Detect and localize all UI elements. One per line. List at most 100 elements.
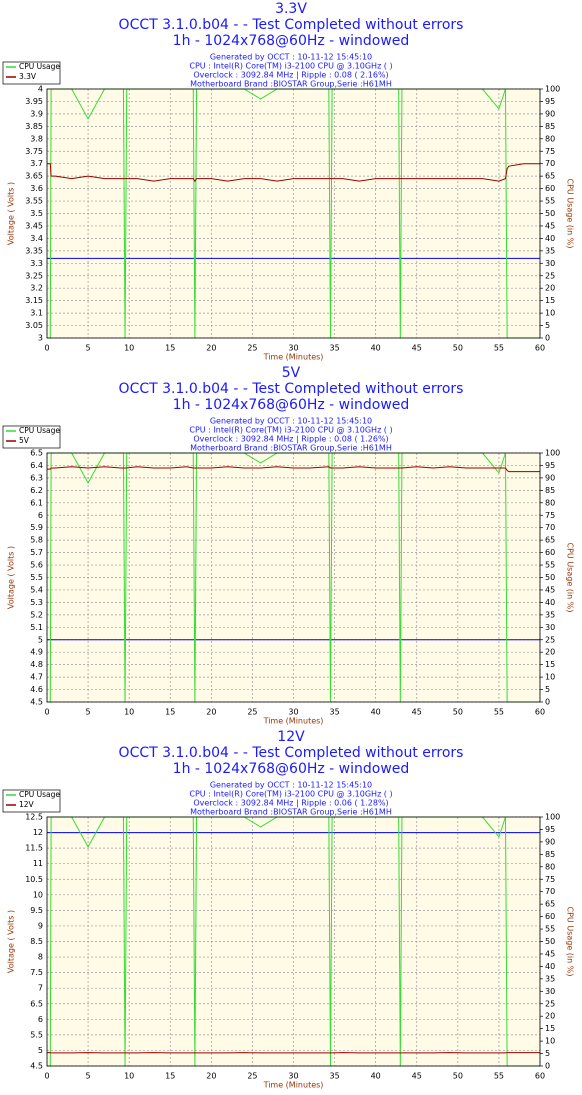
x-tick-label: 5 (86, 344, 91, 353)
y-tick-label: 6.2 (30, 486, 43, 495)
y2-tick-label: 100 (545, 85, 560, 94)
chart-title: 3.3V (275, 1, 307, 17)
y2-tick-label: 90 (545, 109, 555, 118)
y2-tick-label: 70 (545, 887, 555, 896)
y2-tick-label: 25 (545, 271, 555, 280)
y2-tick-label: 55 (545, 925, 555, 934)
info-line: Overclock : 3092.84 MHz | Ripple : 0.08 … (193, 71, 388, 80)
y2-tick-label: 5 (545, 321, 550, 330)
y-tick-label: 5.9 (30, 523, 43, 532)
y2-tick-label: 50 (545, 937, 555, 946)
info-line: Overclock : 3092.84 MHz | Ripple : 0.06 … (193, 799, 388, 808)
chart-subtitle: OCCT 3.1.0.b04 - - Test Completed withou… (119, 17, 464, 33)
y-tick-label: 4.7 (30, 673, 43, 682)
y-tick-label: 6.4 (30, 461, 43, 470)
x-axis-title: Time (Minutes) (263, 1081, 324, 1090)
y2-tick-label: 85 (545, 486, 555, 495)
chart-subtitle: 1h - 1024x768@60Hz - windowed (173, 397, 410, 413)
x-tick-label: 55 (494, 344, 504, 353)
x-tick-label: 50 (453, 708, 463, 717)
y-tick-label: 5.3 (30, 598, 43, 607)
x-tick-label: 15 (165, 708, 175, 717)
y2-tick-label: 55 (545, 561, 555, 570)
x-tick-label: 10 (124, 708, 134, 717)
y-tick-label: 3.35 (25, 246, 43, 255)
y-tick-label: 3.45 (25, 221, 43, 230)
x-tick-label: 40 (371, 344, 381, 353)
x-tick-label: 40 (371, 708, 381, 717)
y2-tick-label: 60 (545, 912, 555, 921)
y-tick-label: 4.9 (30, 648, 43, 657)
y-tick-label: 7 (38, 984, 43, 993)
x-tick-label: 60 (535, 344, 545, 353)
y2-tick-label: 80 (545, 134, 555, 143)
info-line: CPU : Intel(R) Core(TM) i3-2100 CPU @ 3.… (189, 426, 392, 435)
y-tick-label: 5.8 (30, 536, 43, 545)
plot-frame (46, 816, 541, 1067)
y2-tick-label: 90 (545, 837, 555, 846)
y2-tick-label: 70 (545, 523, 555, 532)
y-tick-label: 3.9 (30, 109, 43, 118)
x-tick-label: 10 (124, 344, 134, 353)
y2-tick-label: 75 (545, 511, 555, 520)
y2-tick-label: 10 (545, 309, 555, 318)
y2-tick-label: 15 (545, 660, 555, 669)
y-tick-label: 6 (38, 511, 43, 520)
y-tick-label: 3.4 (30, 234, 43, 243)
x-axis-title: Time (Minutes) (263, 353, 324, 362)
x-tick-label: 35 (329, 708, 339, 717)
y-tick-label: 6.3 (30, 473, 43, 482)
y-tick-label: 3.5 (30, 209, 43, 218)
y2-axis-title: CPU Usage (in %) (566, 907, 575, 977)
y-tick-label: 5.1 (30, 623, 43, 632)
y2-tick-label: 80 (545, 498, 555, 507)
y2-tick-label: 25 (545, 635, 555, 644)
y2-tick-label: 30 (545, 259, 555, 268)
y-tick-label: 5.7 (30, 548, 43, 557)
y-tick-label: 3.75 (25, 147, 43, 156)
y2-tick-label: 20 (545, 648, 555, 657)
y2-tick-label: 10 (545, 1037, 555, 1046)
y2-tick-label: 95 (545, 97, 555, 106)
y-tick-label: 3.1 (30, 309, 43, 318)
x-tick-label: 0 (44, 1072, 49, 1081)
chart-subtitle: 1h - 1024x768@60Hz - windowed (173, 33, 410, 49)
legend-label: 5V (19, 436, 30, 445)
y2-tick-label: 5 (545, 1049, 550, 1058)
y2-tick-label: 10 (545, 673, 555, 682)
y-tick-label: 3.25 (25, 271, 43, 280)
x-tick-label: 10 (124, 1072, 134, 1081)
y-tick-label: 3.55 (25, 197, 43, 206)
y2-tick-label: 40 (545, 598, 555, 607)
x-tick-label: 15 (165, 1072, 175, 1081)
y-tick-label: 5.4 (30, 585, 43, 594)
y2-tick-label: 20 (545, 284, 555, 293)
legend-label: CPU Usage (19, 62, 60, 71)
y2-tick-label: 30 (545, 987, 555, 996)
y2-tick-label: 95 (545, 461, 555, 470)
y2-tick-label: 25 (545, 999, 555, 1008)
y2-tick-label: 45 (545, 585, 555, 594)
chart-subtitle: OCCT 3.1.0.b04 - - Test Completed withou… (119, 745, 464, 761)
y-tick-label: 8 (38, 953, 43, 962)
info-line: Motherboard Brand :BIOSTAR Group,Serie :… (190, 444, 392, 453)
chart-subtitle: OCCT 3.1.0.b04 - - Test Completed withou… (119, 381, 464, 397)
legend-label: CPU Usage (19, 790, 60, 799)
plot-frame (46, 452, 541, 703)
x-tick-label: 35 (329, 344, 339, 353)
x-tick-label: 30 (288, 708, 298, 717)
y2-tick-label: 60 (545, 184, 555, 193)
y-tick-label: 3.6 (30, 184, 43, 193)
x-tick-label: 5 (86, 708, 91, 717)
y2-tick-label: 95 (545, 825, 555, 834)
x-axis-title: Time (Minutes) (263, 717, 324, 726)
info-line: CPU : Intel(R) Core(TM) i3-2100 CPU @ 3.… (189, 790, 392, 799)
y-axis-title: Voltage ( Volts ) (7, 910, 16, 973)
y-tick-label: 4.5 (30, 698, 43, 707)
x-tick-label: 45 (412, 1072, 422, 1081)
x-tick-label: 55 (494, 708, 504, 717)
y2-tick-label: 85 (545, 850, 555, 859)
y-tick-label: 11.5 (25, 844, 43, 853)
